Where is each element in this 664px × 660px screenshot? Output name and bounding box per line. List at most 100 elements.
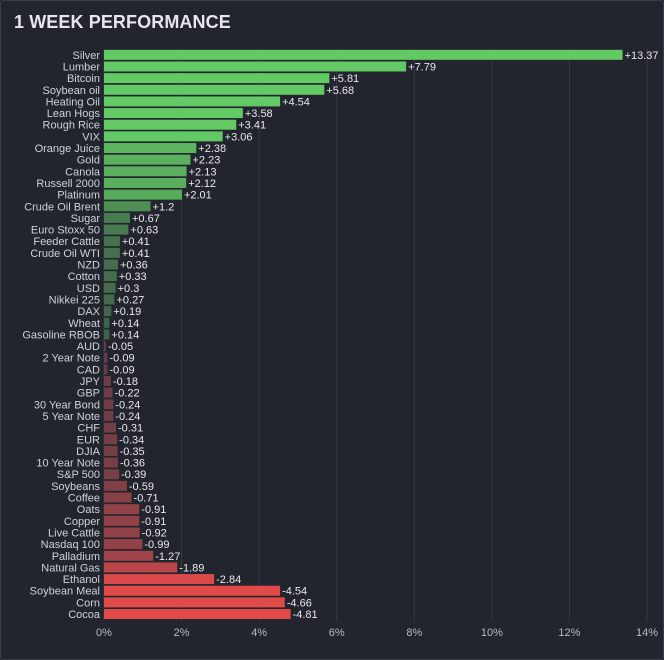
value-label: -0.91: [141, 504, 166, 516]
bar: [104, 143, 197, 154]
value-label: -0.05: [108, 341, 133, 353]
value-label: +0.33: [119, 271, 147, 283]
category-label: Live Cattle: [48, 527, 100, 539]
bar: [104, 527, 140, 538]
x-tick-label: 4%: [251, 627, 267, 639]
value-label: -0.24: [115, 399, 140, 411]
bar: [104, 177, 187, 188]
bar: [104, 61, 407, 72]
value-label: -1.89: [179, 562, 204, 574]
value-label: -0.92: [142, 527, 167, 539]
value-label: -0.09: [109, 364, 134, 376]
value-label: -0.99: [144, 539, 169, 551]
value-label: -4.54: [282, 586, 307, 598]
value-label: +2.13: [189, 166, 217, 178]
bar: [104, 364, 108, 375]
bar: [104, 294, 115, 305]
bar: [104, 73, 330, 84]
bar: [104, 341, 106, 352]
category-label: GBP: [77, 388, 100, 400]
value-label: +3.41: [238, 120, 266, 132]
bar: [104, 539, 143, 550]
category-label: Soybean Meal: [30, 586, 100, 598]
bar: [104, 119, 237, 130]
bar: [104, 469, 120, 480]
x-tick-label: 0%: [96, 627, 112, 639]
value-label: -0.18: [113, 376, 138, 388]
bar: [104, 317, 110, 328]
category-label: 5 Year Note: [43, 411, 101, 423]
value-label: +0.19: [113, 306, 141, 318]
value-label: +1.2: [153, 201, 175, 213]
bar: [104, 49, 623, 60]
category-label: Nikkei 225: [49, 294, 100, 306]
category-label: Palladium: [52, 551, 100, 563]
value-label: -2.84: [216, 574, 241, 586]
value-label: +2.23: [192, 155, 220, 167]
value-label: -0.24: [115, 411, 140, 423]
x-tick-label: 14%: [636, 627, 658, 639]
bars: [104, 49, 623, 620]
category-label: Natural Gas: [41, 562, 100, 574]
value-label: -0.34: [119, 434, 144, 446]
bar: [104, 445, 118, 456]
value-label: -0.35: [120, 446, 145, 458]
bar: [104, 96, 281, 107]
category-label: 2 Year Note: [43, 353, 101, 365]
value-label: +3.58: [245, 108, 273, 120]
grid-lines: [103, 49, 648, 622]
category-label: Platinum: [57, 190, 100, 202]
value-label: -0.36: [120, 458, 145, 470]
category-label: Rough Rice: [43, 120, 100, 132]
category-label: Crude Oil Brent: [24, 201, 100, 213]
category-label: DJIA: [76, 446, 101, 458]
category-label: CHF: [77, 423, 100, 435]
category-label: Euro Stoxx 50: [31, 225, 100, 237]
category-label: USD: [77, 283, 100, 295]
value-label: +0.63: [130, 225, 158, 237]
bar: [104, 166, 187, 177]
category-label: CAD: [77, 364, 100, 376]
bar: [104, 84, 325, 95]
bar: [104, 329, 110, 340]
category-label: Corn: [76, 597, 100, 609]
x-tick-label: 12%: [558, 627, 580, 639]
value-label: +0.41: [122, 236, 150, 248]
category-label: Crude Oil WTI: [30, 248, 100, 260]
category-label: Cotton: [68, 271, 100, 283]
category-label: 10 Year Note: [36, 458, 100, 470]
value-label: -0.39: [121, 469, 146, 481]
value-label: -4.66: [287, 597, 312, 609]
bar: [104, 609, 291, 620]
bar: [104, 387, 113, 398]
value-label: -0.31: [118, 423, 143, 435]
bar: [104, 492, 132, 503]
category-label: Soybeans: [51, 481, 100, 493]
category-label: Silver: [72, 50, 100, 62]
category-label: Sugar: [71, 213, 101, 225]
bar: [104, 236, 120, 247]
category-label: Cocoa: [68, 609, 101, 621]
value-label: +2.01: [184, 190, 212, 202]
value-label: +4.54: [282, 96, 310, 108]
bar: [104, 352, 108, 363]
category-label: Wheat: [68, 318, 100, 330]
category-label: Nasdaq 100: [41, 539, 100, 551]
value-label: +13.37: [625, 50, 659, 62]
bar: [104, 282, 116, 293]
bar: [104, 131, 223, 142]
x-tick-label: 8%: [406, 627, 422, 639]
value-label: -0.09: [109, 353, 134, 365]
x-tick-label: 10%: [481, 627, 503, 639]
value-label: +3.06: [225, 131, 253, 143]
x-axis-ticks: 0% 2% 4% 6% 8% 10% 12% 14%: [96, 627, 658, 639]
bar: [104, 224, 129, 235]
value-label: +0.14: [111, 318, 139, 330]
bar: [104, 504, 140, 515]
value-label: +5.81: [331, 73, 359, 85]
value-label: +0.41: [122, 248, 150, 260]
category-label: Lumber: [63, 61, 101, 73]
bar: [104, 247, 120, 258]
